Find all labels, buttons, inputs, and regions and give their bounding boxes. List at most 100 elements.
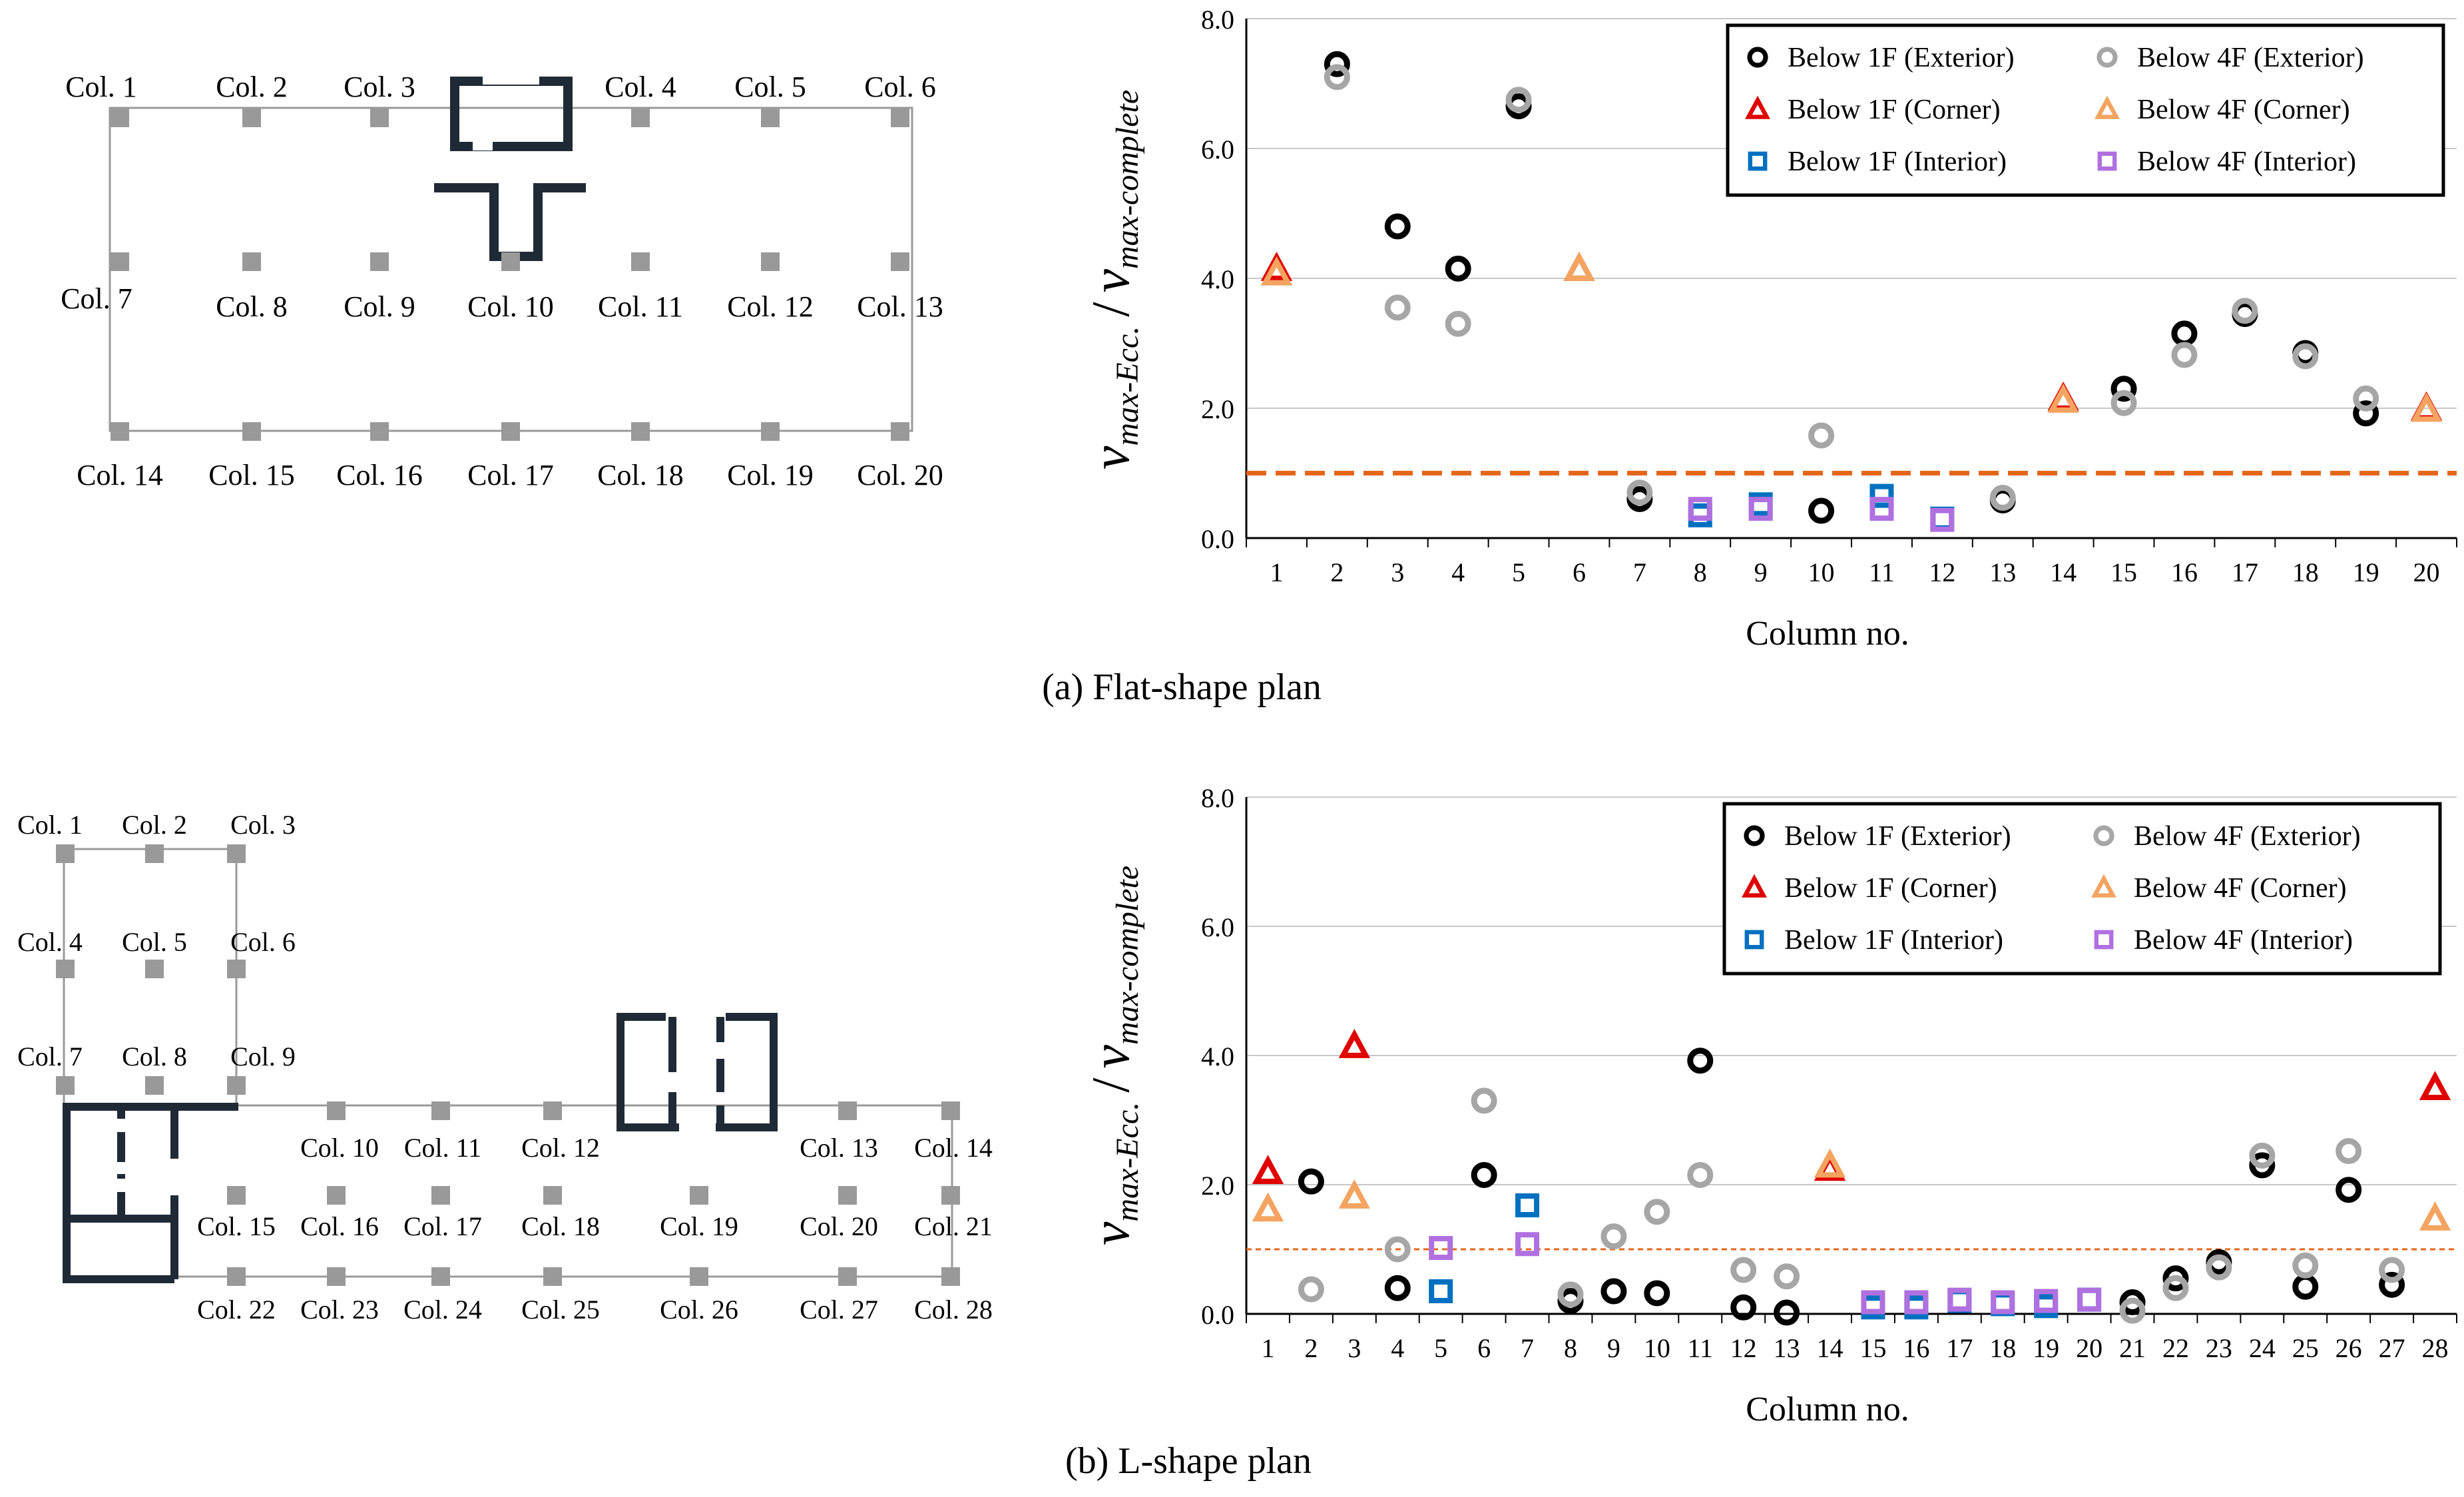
point-below-4f-corner- bbox=[1338, 1179, 1371, 1209]
legend-marker bbox=[2096, 47, 2118, 68]
legend-marker bbox=[2097, 151, 2117, 171]
plan-column-8 bbox=[242, 252, 261, 271]
point-below-4f-interior- bbox=[1869, 497, 1894, 521]
plan-column-4 bbox=[631, 109, 650, 127]
chart-a-x-axis-title: Column no. bbox=[1746, 615, 1909, 653]
point-below-1f-exterior- bbox=[1298, 1168, 1324, 1195]
caption-b: (b) L-shape plan bbox=[1065, 1440, 1312, 1482]
plan-b-column-labels: Col. 1 Col. 2 Col. 3 Col. 4 Col. 5 Col. 6 Col.… bbox=[17, 810, 993, 1325]
plan-column-label: Col. 26 bbox=[660, 1295, 738, 1325]
chart-a-x-tick-labels: 1 2 3 4 5 6 7 8 9 10 11 12 13 14 15 16 17 18 19 20 bbox=[1270, 557, 2439, 587]
plan-column-label: Col. 9 bbox=[230, 1042, 296, 1071]
plan-column-label: Col. 13 bbox=[800, 1133, 878, 1163]
x-tick-label: 2 bbox=[1304, 1333, 1318, 1363]
legend-marker bbox=[1742, 874, 1767, 898]
point-below-4f-interior- bbox=[1688, 497, 1712, 521]
x-tick-label: 2 bbox=[1330, 557, 1344, 587]
point-below-1f-corner- bbox=[1338, 1029, 1371, 1058]
x-tick-label: 11 bbox=[1869, 557, 1895, 587]
plan-column-label: Col. 5 bbox=[734, 71, 806, 103]
plan-column-label: Col. 2 bbox=[216, 71, 288, 103]
point-below-4f-exterior- bbox=[1505, 87, 1532, 113]
x-tick-label: 26 bbox=[2336, 1333, 2362, 1363]
point-below-1f-interior- bbox=[1515, 1193, 1540, 1218]
point-below-1f-exterior- bbox=[2336, 1177, 2362, 1203]
y-tick-label: 8.0 bbox=[1201, 5, 1234, 35]
x-tick-label: 4 bbox=[1451, 557, 1465, 587]
y-tick-label: 4.0 bbox=[1201, 264, 1234, 294]
legend-label: Below 4F (Interior) bbox=[2134, 925, 2353, 956]
point-below-4f-exterior- bbox=[1774, 1263, 1800, 1290]
point-below-1f-interior- bbox=[1869, 483, 1894, 508]
x-tick-label: 19 bbox=[2353, 557, 2379, 587]
point-below-1f-corner- bbox=[2419, 1071, 2451, 1100]
x-tick-label: 5 bbox=[1434, 1333, 1447, 1363]
plan-column-20 bbox=[838, 1186, 857, 1205]
point-below-4f-exterior- bbox=[1384, 1236, 1411, 1263]
legend-marker bbox=[1744, 825, 1765, 846]
x-tick-label: 7 bbox=[1521, 1333, 1534, 1363]
plan-column-label: Col. 9 bbox=[344, 290, 415, 323]
plan-column-label: Col. 3 bbox=[230, 810, 296, 840]
plan-column-label: Col. 10 bbox=[300, 1133, 379, 1163]
point-below-4f-interior- bbox=[1991, 1290, 2015, 1315]
plan-column-27 bbox=[838, 1267, 857, 1286]
plan-a-column-labels: Col. 1 Col. 2 Col. 3 Col. 4 Col. 5 Col. 6 Col.… bbox=[61, 71, 943, 491]
point-below-4f-interior- bbox=[1947, 1287, 1972, 1312]
plan-column-2 bbox=[242, 109, 261, 127]
x-tick-label: 6 bbox=[1477, 1333, 1491, 1363]
x-tick-label: 17 bbox=[1946, 1333, 1973, 1363]
x-tick-label: 17 bbox=[2232, 557, 2258, 587]
point-below-1f-exterior- bbox=[1471, 1161, 1497, 1188]
chart-b-l-shape: 0.02.04.06.08.0 1 2 3 4 5 6 7 8 9 10 11 12 13 14 15 16 1… bbox=[1082, 783, 2457, 1428]
point-below-1f-exterior- bbox=[2249, 1152, 2276, 1179]
plan-column-label: Col. 11 bbox=[404, 1133, 481, 1163]
x-tick-label: 23 bbox=[2206, 1333, 2232, 1363]
point-below-4f-interior- bbox=[1748, 497, 1773, 521]
legend-marker bbox=[2093, 825, 2114, 846]
plan-column-label: Col. 24 bbox=[403, 1295, 482, 1325]
legend-box bbox=[1722, 802, 2442, 976]
point-below-4f-corner- bbox=[1563, 251, 1595, 281]
chart-b-y-axis-title: vmax-Ecc./vmax-complete bbox=[1082, 866, 1145, 1245]
plan-column-20 bbox=[891, 422, 909, 441]
plan-column-label: Col. 13 bbox=[857, 290, 943, 323]
y-tick-label: 4.0 bbox=[1201, 1042, 1234, 1071]
point-below-4f-exterior- bbox=[1324, 64, 1350, 91]
x-tick-label: 12 bbox=[1929, 557, 1955, 587]
x-tick-label: 3 bbox=[1348, 1333, 1361, 1363]
x-tick-label: 16 bbox=[1903, 1333, 1929, 1363]
point-below-4f-interior- bbox=[1861, 1290, 1885, 1315]
x-tick-label: 15 bbox=[2110, 557, 2137, 587]
plan-column-28 bbox=[941, 1267, 960, 1286]
x-tick-label: 8 bbox=[1564, 1333, 1577, 1363]
point-below-1f-interior- bbox=[1429, 1279, 1453, 1304]
point-below-4f-exterior- bbox=[1626, 479, 1653, 506]
point-below-4f-exterior- bbox=[1644, 1199, 1670, 1225]
plan-column-7 bbox=[56, 1076, 75, 1095]
point-below-4f-exterior- bbox=[2171, 342, 2198, 368]
plan-column-11 bbox=[631, 252, 650, 271]
point-below-4f-corner- bbox=[1252, 1192, 1284, 1222]
x-tick-label: 18 bbox=[2292, 557, 2319, 587]
legend-label: Below 1F (Exterior) bbox=[1784, 821, 2011, 852]
plan-column-14 bbox=[111, 422, 129, 441]
legend-label: Below 1F (Corner) bbox=[1788, 95, 2001, 125]
point-below-1f-exterior- bbox=[1774, 1299, 1800, 1326]
point-below-4f-interior- bbox=[1515, 1232, 1540, 1257]
plan-column-1 bbox=[56, 844, 75, 863]
plan-column-label: Col. 7 bbox=[61, 282, 132, 315]
plan-column-label: Col. 15 bbox=[197, 1211, 276, 1241]
plan-column-label: Col. 11 bbox=[598, 290, 683, 323]
point-below-4f-exterior- bbox=[1384, 294, 1411, 321]
chart-a-data-points bbox=[1260, 51, 2443, 532]
chart-a-flat-shape: 0.02.04.06.08.0 1 2 3 4 5 6 7 8 9 10 11 12 13 14 15 16 1… bbox=[1082, 5, 2457, 653]
legend-label: Below 4F (Interior) bbox=[2137, 147, 2356, 177]
point-below-1f-exterior- bbox=[1601, 1278, 1627, 1305]
svg-text:vmax-Ecc./vmax-complete: vmax-Ecc./vmax-complete bbox=[1082, 90, 1145, 469]
y-tick-label: 0.0 bbox=[1201, 524, 1234, 554]
x-tick-label: 9 bbox=[1607, 1333, 1620, 1363]
plan-a-columns bbox=[111, 109, 909, 441]
x-tick-label: 27 bbox=[2379, 1333, 2405, 1363]
y-tick-label: 2.0 bbox=[1201, 394, 1234, 424]
